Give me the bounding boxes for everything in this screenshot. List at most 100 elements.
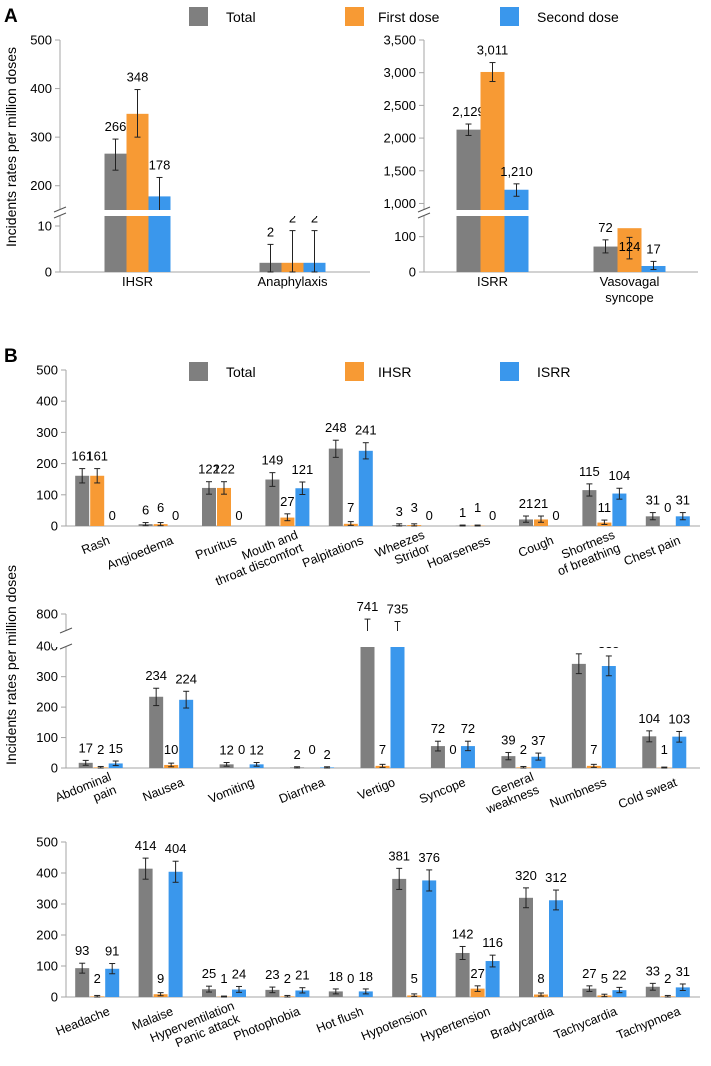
data-label-shortness-of-breathing-ihsr: 11 — [598, 500, 612, 515]
data-label-malaise-total: 414 — [135, 838, 157, 853]
category-label: Rash — [80, 533, 112, 557]
axis-break-gap — [46, 210, 370, 216]
data-label-nausea-ihsr: 10 — [164, 742, 178, 757]
data-label-headache-isrr: 91 — [105, 944, 119, 959]
data-label-tachycardia-ihsr: 5 — [601, 971, 608, 986]
data-label-diarrhea-isrr: 2 — [323, 747, 330, 762]
bar-general-weakness-isrr — [531, 756, 546, 768]
data-label-vertigo-isrr: 735 — [387, 602, 409, 617]
category-label: Vasovagal syncope — [600, 274, 660, 305]
bar-syncope-total — [430, 746, 445, 768]
y-tick-label: 300 — [36, 897, 58, 912]
data-label-wheezes-stridor-isrr: 0 — [426, 508, 433, 523]
data-label-anaphylaxis-total: 2 — [267, 224, 274, 239]
data-label-nausea-total: 234 — [145, 668, 167, 683]
data-label-isrr-total: 2,129 — [452, 104, 485, 119]
data-label-rash-ihsr: 161 — [86, 449, 108, 464]
data-label-pruritus-total: 122 — [198, 462, 220, 477]
y-tick-label: 2,000 — [383, 131, 416, 146]
data-label-mouth-and-throat-discomfort-total: 149 — [262, 453, 284, 468]
category-label: Numbness — [548, 775, 609, 810]
category-numbness: 3427335Numbness — [548, 634, 620, 811]
data-label-hypertension-isrr: 116 — [482, 935, 503, 950]
legend-b: Total IHSR ISRR — [189, 362, 570, 381]
data-label-bradycardia-isrr: 312 — [545, 870, 567, 885]
legend-a-first: First dose — [378, 9, 440, 25]
data-label-general-weakness-ihsr: 2 — [520, 742, 527, 757]
category-label: Tachycardia — [552, 1004, 619, 1042]
y-tick-label: 1,500 — [383, 163, 416, 178]
data-label-cough-total: 21 — [519, 496, 533, 511]
y-tick-label: 300 — [36, 669, 58, 684]
y-tick-label: 100 — [394, 229, 416, 244]
category-label: Palpitations — [300, 533, 365, 570]
category-diarrhea: 2 0 2 Diarrhea — [277, 742, 335, 806]
data-label-tachypnoea-ihsr: 2 — [664, 971, 671, 986]
bar-hypertension-ihsr — [470, 988, 485, 997]
category-isrr: 2,129 3,011 1,210 ISRR — [452, 43, 533, 289]
data-label-vomiting-total: 12 — [219, 743, 233, 758]
data-label-ihsr-total: 266 — [105, 119, 127, 134]
data-label-vasovagal-syncope-first-dose: 124 — [619, 239, 641, 254]
axis-break-mark — [59, 643, 73, 650]
data-label-angioedema-isrr: 0 — [172, 508, 179, 523]
category-nausea: 234 10 224 Nausea — [141, 668, 197, 804]
data-label-shortness-of-breathing-isrr: 104 — [609, 468, 631, 483]
data-label-vomiting-ihsr: 0 — [238, 742, 245, 757]
category-label: Angioedema — [105, 533, 175, 572]
data-label-photophobia-total: 23 — [265, 967, 279, 982]
category-general-weakness: 39 2 37 Generalweakness — [478, 732, 546, 817]
bar-shortness-of-breathing-isrr — [612, 493, 627, 526]
category-label: Hoarseness — [425, 533, 492, 571]
data-label-hoarseness-isrr: 0 — [489, 508, 496, 523]
y-tick-label: 1,000 — [383, 196, 416, 211]
data-label-chest-pain-ihsr: 0 — [664, 500, 671, 515]
bar-rash-total — [75, 475, 90, 526]
panel-a-label: A — [4, 6, 18, 27]
y-tick-label: 3,000 — [383, 65, 416, 80]
data-label-hoarseness-total: 1 — [459, 505, 466, 520]
data-label-mouth-and-throat-discomfort-isrr: 121 — [292, 462, 314, 477]
category-vasovagal-syncope: 72 124 17 Vasovagal syncope — [593, 220, 666, 305]
data-label-hot-flush-total: 18 — [329, 969, 343, 984]
category-label: Abdominalpain — [53, 770, 118, 818]
data-label-malaise-ihsr: 9 — [157, 971, 164, 986]
y-tick-label: 500 — [36, 363, 58, 378]
data-label-vertigo-total: 741 — [357, 599, 379, 614]
data-label-photophobia-isrr: 21 — [295, 968, 309, 983]
y-tick-label: 500 — [36, 835, 58, 850]
bar-cold-sweat-total — [642, 736, 657, 768]
category-label: IHSR — [122, 274, 153, 289]
category-label: Hypotension — [359, 1004, 429, 1043]
bar-tachypnoea-total — [645, 986, 660, 997]
y-tick-label: 100 — [36, 487, 58, 502]
data-label-chest-pain-isrr: 31 — [676, 493, 690, 508]
data-label-malaise-isrr: 404 — [165, 841, 187, 856]
data-label-mouth-and-throat-discomfort-ihsr: 27 — [280, 494, 294, 509]
bar-malaise-isrr — [168, 871, 183, 997]
bar-isrr-first-dose — [480, 71, 505, 272]
y-tick-label: 300 — [30, 130, 52, 145]
data-label-tachypnoea-total: 33 — [646, 963, 660, 978]
bar-syncope-isrr — [460, 746, 475, 768]
data-label-palpitations-isrr: 241 — [355, 423, 377, 438]
data-label-nausea-isrr: 224 — [175, 671, 197, 686]
category-label: Nausea — [141, 775, 186, 804]
bar-pruritus-total — [202, 487, 216, 526]
bar-bradycardia-total — [519, 897, 533, 997]
bar-palpitations-isrr — [358, 450, 373, 526]
category-label: Generalweakness — [478, 770, 541, 817]
bar-isrr-total — [456, 129, 481, 272]
category-syncope: 72 0 72 Syncope — [417, 721, 475, 806]
data-label-cough-isrr: 0 — [552, 508, 559, 523]
bar-palpitations-total — [328, 448, 343, 526]
data-label-bradycardia-total: 320 — [515, 868, 537, 883]
data-label-diarrhea-total: 2 — [293, 747, 300, 762]
bar-vertigo-total — [360, 631, 375, 768]
bar-headache-isrr — [105, 968, 120, 997]
category-hypotension: 381 5 376 Hypotension — [359, 848, 440, 1043]
bar-shortness-of-breathing-total — [582, 490, 597, 526]
